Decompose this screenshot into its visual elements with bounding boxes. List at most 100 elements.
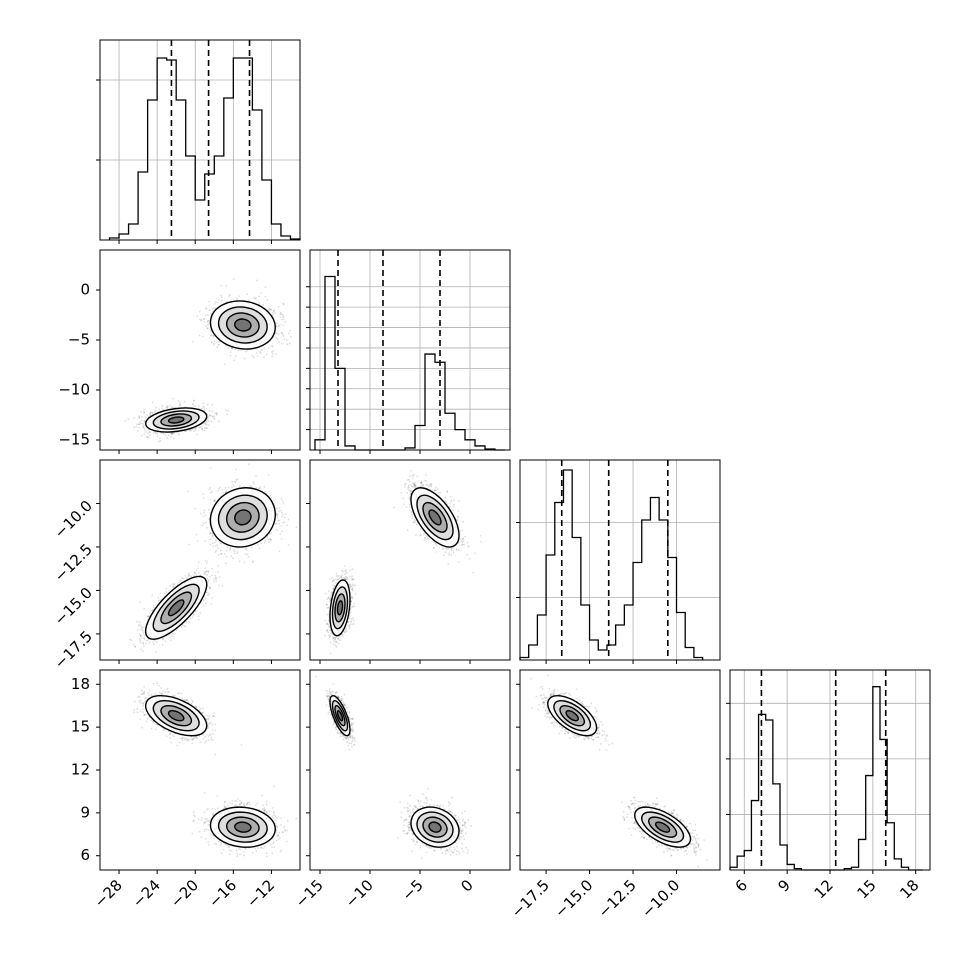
scatter-point	[290, 335, 292, 338]
scatter-point	[138, 416, 141, 419]
scatter-point	[184, 574, 187, 577]
scatter-point	[224, 562, 227, 565]
scatter-point	[157, 597, 160, 599]
scatter-point	[138, 426, 140, 429]
scatter-point	[193, 430, 196, 433]
scatter-point	[156, 432, 159, 435]
scatter-point	[282, 316, 284, 319]
scatter-point	[258, 295, 261, 298]
scatter-point	[187, 575, 190, 578]
scatter-point	[214, 498, 216, 501]
scatter-point	[193, 571, 196, 574]
scatter-point	[218, 299, 220, 302]
scatter-point	[143, 408, 146, 411]
scatter-point	[148, 641, 151, 644]
scatter-point	[202, 402, 204, 405]
scatter-point	[198, 334, 201, 337]
scatter-point	[138, 633, 141, 635]
scatter-point	[206, 573, 208, 576]
scatter-point	[205, 420, 208, 423]
scatter-point	[172, 585, 175, 588]
scatter-point	[189, 429, 192, 432]
scatter-point	[152, 431, 155, 434]
density-contour	[167, 599, 185, 617]
scatter-point	[208, 420, 210, 423]
scatter-point	[188, 543, 191, 546]
scatter-point	[178, 404, 181, 407]
scatter-point	[160, 407, 163, 410]
scatter-point	[268, 308, 271, 311]
scatter-point	[206, 417, 209, 419]
scatter-point	[270, 308, 273, 311]
scatter-point	[199, 611, 202, 614]
scatter-point	[164, 640, 167, 643]
scatter-point	[160, 432, 163, 435]
scatter-point	[144, 642, 147, 645]
scatter-point	[207, 570, 210, 573]
scatter-point	[138, 423, 140, 426]
histogram-panel-2	[306, 249, 511, 454]
scatter-point	[211, 542, 214, 545]
scatter-point	[192, 614, 195, 616]
scatter-point	[205, 423, 208, 426]
scatter-point	[207, 579, 210, 581]
scatter-panel-3-1	[96, 459, 301, 664]
panel-background	[100, 460, 300, 660]
scatter-point	[197, 561, 200, 564]
scatter-point	[211, 416, 214, 418]
scatter-point	[208, 518, 211, 521]
scatter-point	[244, 553, 247, 556]
scatter-point	[213, 415, 216, 418]
scatter-point	[159, 437, 162, 440]
scatter-point	[214, 574, 216, 577]
scatter-point	[232, 557, 234, 559]
scatter-point	[154, 409, 157, 412]
scatter-point	[138, 416, 141, 419]
scatter-point	[192, 399, 195, 402]
scatter-point	[202, 604, 205, 607]
scatter-point	[161, 637, 164, 640]
scatter-point	[216, 412, 218, 414]
scatter-point	[181, 577, 183, 580]
scatter-point	[217, 571, 219, 573]
scatter-point	[161, 404, 164, 407]
scatter-area	[129, 463, 298, 653]
scatter-point	[147, 428, 150, 431]
scatter-point	[258, 547, 261, 550]
scatter-point	[229, 354, 232, 357]
scatter-point	[149, 412, 152, 415]
scatter-point	[276, 513, 278, 515]
scatter-point	[262, 303, 265, 306]
scatter-point	[162, 638, 165, 641]
scatter-point	[244, 350, 247, 353]
scatter-point	[282, 302, 285, 305]
scatter-point	[202, 335, 204, 338]
scatter-point	[233, 480, 236, 483]
scatter-point	[261, 349, 264, 352]
scatter-point	[203, 573, 206, 576]
scatter-point	[211, 403, 214, 406]
scatter-point	[188, 572, 190, 575]
histogram-step	[314, 275, 505, 451]
scatter-point	[139, 634, 142, 637]
density-contour	[167, 416, 185, 424]
scatter-point	[208, 415, 210, 417]
scatter-point	[155, 641, 158, 643]
scatter-point	[211, 415, 214, 418]
scatter-point	[212, 578, 215, 580]
scatter-point	[275, 353, 277, 356]
scatter-point	[162, 408, 165, 411]
scatter-point	[143, 419, 146, 422]
scatter-point	[270, 539, 272, 541]
scatter-point	[187, 490, 189, 493]
scatter-point	[155, 650, 158, 653]
scatter-point	[207, 322, 210, 325]
scatter-point	[144, 634, 146, 637]
scatter-point	[279, 313, 282, 316]
scatter-point	[170, 432, 173, 435]
scatter-point	[192, 427, 195, 430]
scatter-point	[142, 641, 144, 644]
scatter-point	[197, 615, 200, 618]
scatter-point	[162, 433, 165, 435]
scatter-point	[192, 405, 195, 408]
